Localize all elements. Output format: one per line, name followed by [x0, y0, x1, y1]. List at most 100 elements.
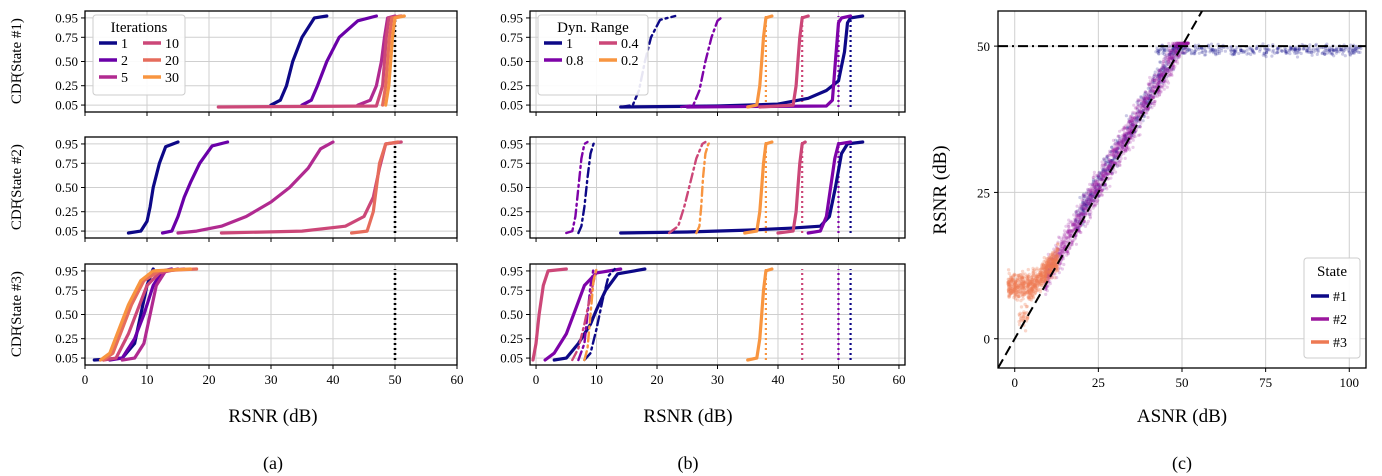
scatter-point-state-1: [1083, 194, 1087, 198]
scatter-point-state-2: [1164, 67, 1168, 71]
scatter-point-state-2: [1110, 160, 1114, 164]
scatter-point-state-1: [1169, 50, 1173, 55]
scatter-point-state-3: [1020, 282, 1025, 286]
scatter-point-state-2: [1094, 189, 1098, 193]
scatter-point-state-3: [1039, 267, 1044, 271]
scatter-point-state-2: [1069, 229, 1073, 233]
scatter-point-state-2: [1126, 131, 1130, 135]
scatter-point-state-3: [1026, 283, 1031, 288]
scatter-point-state-2: [1084, 211, 1088, 215]
scatter-point-state-1: [1110, 158, 1114, 163]
scatter-point-state-3: [1043, 273, 1047, 277]
scatter-point-state-1: [1147, 97, 1151, 101]
scatter-point-state-2: [1095, 181, 1099, 186]
scatter-point-state-3: [1020, 293, 1024, 297]
scatter-point-state-3: [1022, 287, 1026, 291]
scatter-point-state-1: [1124, 134, 1128, 138]
scatter-point-state-2: [1090, 194, 1094, 198]
scatter-point-state-2: [1122, 130, 1127, 135]
scatter-point-state-1: [1337, 50, 1341, 54]
scatter-point-state-1: [1142, 93, 1146, 97]
scatter-point-state-2: [1123, 134, 1127, 138]
scatter-point-state-2: [1135, 117, 1139, 121]
scatter-point-state-1: [1296, 48, 1300, 52]
scatter-point-state-3: [1031, 295, 1035, 299]
scatter-point-state-2: [1068, 232, 1073, 236]
scatter-point-state-3: [1008, 290, 1013, 294]
scatter-point-state-3: [1054, 263, 1058, 267]
scatter-point-state-3: [1007, 282, 1011, 287]
scatter-point-state-2: [1095, 173, 1099, 177]
scatter-point-state-2: [1153, 100, 1157, 104]
scatter-point-state-2: [1050, 264, 1054, 268]
scatter-point-state-2: [1085, 199, 1089, 203]
scatter-point-state-2: [1118, 141, 1122, 145]
scatter-point-state-1: [1273, 51, 1277, 55]
scatter-point-state-2: [1074, 242, 1078, 246]
scatter-point-state-1: [1162, 50, 1166, 54]
scatter-point-state-1: [1110, 145, 1114, 149]
scatter-point-state-1: [1161, 51, 1165, 55]
scatter-point-state-1: [1157, 78, 1161, 82]
x-tick-label: 20: [651, 372, 664, 387]
scatter-point-state-1: [1197, 51, 1201, 55]
scatter-point-state-1: [1082, 203, 1086, 207]
scatter-point-state-2: [1089, 210, 1093, 214]
scatter-point-state-3: [1043, 275, 1047, 280]
scatter-point-state-1: [1190, 48, 1194, 53]
scatter-point-state-3: [1006, 280, 1010, 284]
cdf-series-1: [577, 140, 598, 235]
scatter-point-state-2: [1141, 103, 1145, 108]
scatter-point-state-1: [1132, 123, 1136, 127]
scatter-point-state-1: [1296, 47, 1300, 51]
scatter-point-state-3: [1044, 271, 1048, 276]
scatter-point-state-2: [1089, 190, 1093, 194]
scatter-point-state-2: [1160, 66, 1164, 70]
scatter-point-state-2: [1156, 69, 1160, 73]
scatter-point-state-2: [1135, 111, 1140, 115]
scatter-point-state-1: [1103, 162, 1107, 166]
scatter-point-state-1: [1101, 167, 1105, 172]
scatter-point-state-2: [1051, 263, 1055, 267]
x-tick-label: 40: [327, 372, 340, 387]
cdf-subplot-panel-b-3: 0.050.250.500.750.950 10 20 30 40 50 60: [500, 263, 906, 387]
scatter-point-state-3: [1043, 259, 1048, 263]
x-tick-label: 20: [203, 372, 216, 387]
scatter-point-state-1: [1239, 50, 1244, 54]
scatter-point-state-2: [1083, 220, 1087, 224]
scatter-point-state-3: [1039, 273, 1044, 278]
scatter-point-state-2: [1139, 105, 1143, 109]
scatter-point-state-1: [1334, 48, 1339, 52]
scatter-point-state-2: [1184, 41, 1188, 45]
scatter-point-state-1: [1151, 77, 1155, 81]
scatter-point-state-1: [1142, 101, 1146, 105]
scatter-point-state-2: [1099, 190, 1103, 194]
scatter-point-state-2: [1092, 189, 1096, 194]
scatter-point-state-2: [1078, 211, 1082, 215]
scatter-point-state-2: [1057, 254, 1061, 258]
scatter-point-state-2: [1095, 180, 1099, 184]
scatter-point-state-2: [1176, 41, 1180, 45]
scatter-point-state-2: [1067, 232, 1071, 236]
scatter-point-state-2: [1146, 115, 1150, 119]
scatter-point-state-3: [1018, 281, 1022, 285]
scatter-point-state-1: [1242, 49, 1246, 53]
scatter-point-state-2: [1112, 150, 1116, 154]
scatter-point-state-1: [1123, 139, 1127, 143]
scatter-point-state-2: [1177, 41, 1181, 45]
scatter-point-state-3: [1020, 269, 1025, 274]
scatter-point-state-3: [1034, 282, 1039, 287]
scatter-point-state-3: [1047, 263, 1051, 267]
scatter-point-state-3: [1047, 263, 1051, 268]
scatter-point-state-1: [1114, 138, 1118, 142]
scatter-point-state-2: [1158, 67, 1162, 72]
scatter-point-state-2: [1157, 93, 1161, 97]
scatter-point-state-1: [1164, 54, 1168, 58]
scatter-point-state-1: [1109, 159, 1113, 163]
scatter-point-state-1: [1120, 141, 1124, 145]
scatter-point-state-2: [1057, 247, 1061, 251]
scatter-point-state-2: [1168, 69, 1172, 73]
scatter-point-state-2: [1066, 249, 1070, 253]
scatter-point-state-1: [1086, 196, 1090, 200]
